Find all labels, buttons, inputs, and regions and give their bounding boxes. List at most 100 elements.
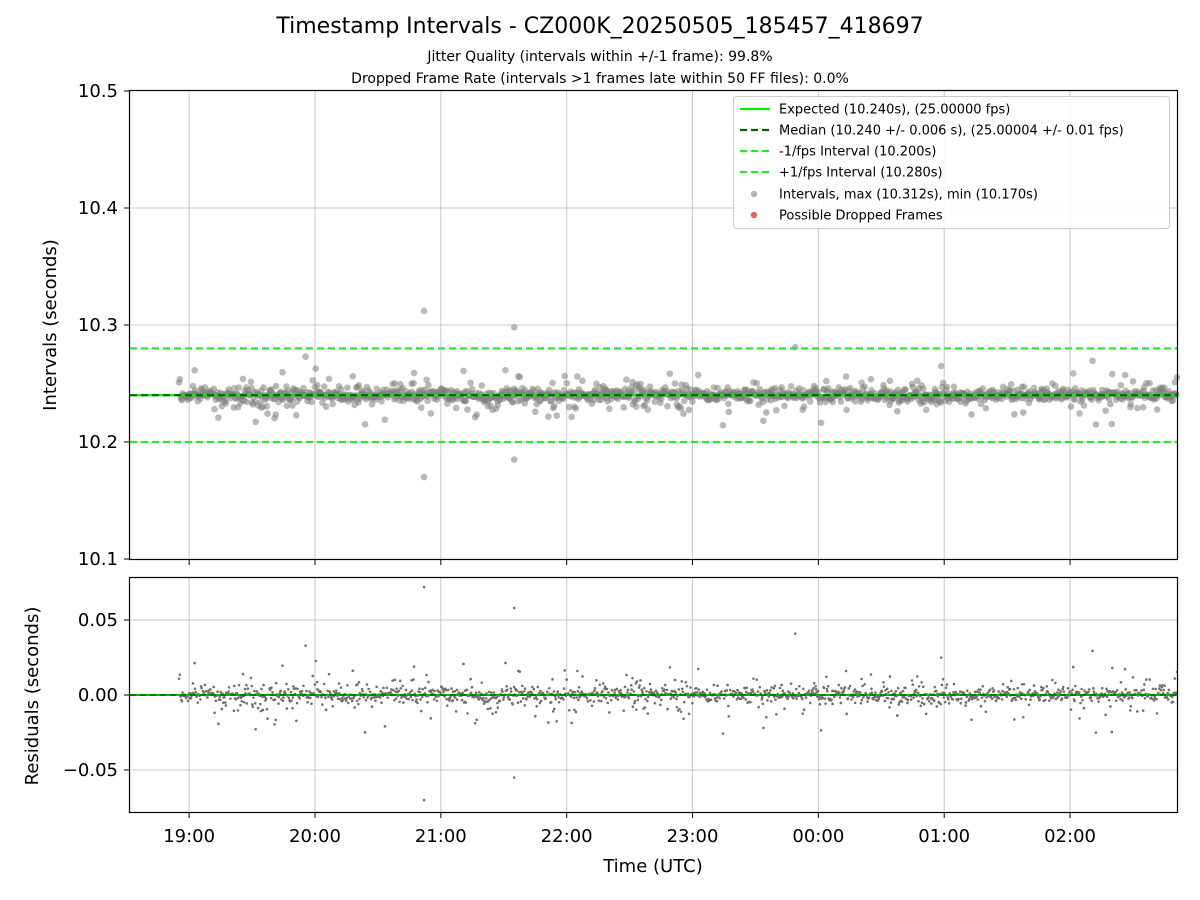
residual-point (728, 688, 732, 692)
residual-point (947, 698, 950, 701)
residual-point (882, 685, 886, 688)
residual-point (1171, 695, 1174, 699)
residual-point (997, 696, 1001, 700)
residual-point (688, 695, 691, 699)
residual-point (721, 732, 725, 735)
residual-point (1097, 700, 1100, 703)
interval-point (714, 384, 721, 392)
interval-point (283, 402, 291, 410)
residual-point (623, 685, 627, 689)
residual-point (1013, 718, 1016, 721)
interval-point (1107, 400, 1114, 408)
residual-point (1094, 731, 1098, 734)
residual-point (1054, 697, 1058, 701)
residual-point (236, 709, 240, 712)
residual-point (1128, 691, 1132, 694)
interval-point (791, 343, 799, 351)
residual-point (698, 695, 702, 699)
legend-dropped-label: Possible Dropped Frames (779, 209, 943, 224)
residual-point (229, 697, 232, 700)
residual-point (930, 702, 933, 705)
residual-point (822, 686, 826, 690)
residual-point (1001, 682, 1005, 686)
interval-point (851, 397, 859, 405)
residual-point (1107, 698, 1111, 702)
residual-point (394, 697, 398, 700)
residual-point (1056, 691, 1059, 694)
residual-point (921, 685, 925, 689)
residual-point (346, 683, 349, 687)
residual-point (249, 676, 253, 680)
interval-point (308, 398, 315, 406)
residual-point (899, 691, 903, 694)
residual-point (311, 674, 315, 678)
residual-point (357, 702, 360, 706)
residual-point (570, 721, 573, 725)
interval-point (239, 375, 247, 383)
interval-point (545, 413, 552, 420)
residual-point (988, 688, 992, 692)
residual-point (760, 698, 764, 701)
residual-point (934, 689, 938, 693)
residual-point (765, 715, 768, 719)
residual-point (250, 703, 254, 706)
residual-point (964, 701, 968, 704)
residual-point (736, 688, 739, 692)
residual-point (1141, 709, 1145, 712)
residual-point (1115, 688, 1119, 692)
residual-point (316, 695, 320, 699)
residual-point (177, 677, 181, 680)
residual-point (330, 698, 334, 701)
residual-point (552, 690, 556, 693)
residual-point (1165, 696, 1169, 699)
residual-point (504, 661, 507, 665)
residual-point (1000, 698, 1004, 701)
residual-point (412, 665, 416, 668)
residual-point (911, 683, 915, 686)
residual-point (842, 688, 846, 691)
residual-point (1157, 687, 1161, 690)
residual-point (556, 690, 560, 693)
residual-point (227, 690, 230, 693)
residual-point (970, 697, 974, 701)
residual-point (364, 698, 368, 702)
residual-point (910, 679, 914, 682)
residual-point (853, 688, 857, 691)
residual-point (509, 690, 513, 693)
residual-point (1082, 706, 1086, 710)
residual-point (410, 689, 414, 692)
legend-intervals-marker (750, 190, 758, 198)
residual-point (212, 685, 216, 689)
residual-point (942, 696, 946, 699)
interval-point (1071, 396, 1078, 404)
residual-point (512, 685, 516, 689)
interval-point (1069, 370, 1077, 377)
residual-point (501, 690, 504, 693)
residual-point (259, 702, 262, 706)
residual-point (1110, 666, 1114, 670)
residual-point (722, 697, 726, 700)
residual-point (677, 688, 681, 691)
residual-point (1131, 696, 1134, 700)
residual-point (810, 688, 814, 692)
residual-point (234, 697, 238, 701)
residual-point (250, 684, 254, 688)
residual-point (920, 681, 923, 684)
residual-point (826, 684, 830, 688)
residual-point (861, 696, 865, 699)
interval-point (680, 410, 687, 418)
residual-point (952, 691, 955, 694)
residual-point (380, 701, 383, 705)
residual-point (269, 696, 273, 700)
residual-point (900, 700, 904, 703)
residual-point (535, 705, 538, 708)
interval-point (329, 400, 336, 408)
residual-point (914, 688, 918, 692)
residual-point (631, 676, 634, 680)
interval-point (846, 384, 854, 392)
interval-point (368, 400, 376, 408)
interval-point (349, 372, 357, 380)
interval-point (391, 380, 399, 387)
residual-point (506, 688, 509, 692)
